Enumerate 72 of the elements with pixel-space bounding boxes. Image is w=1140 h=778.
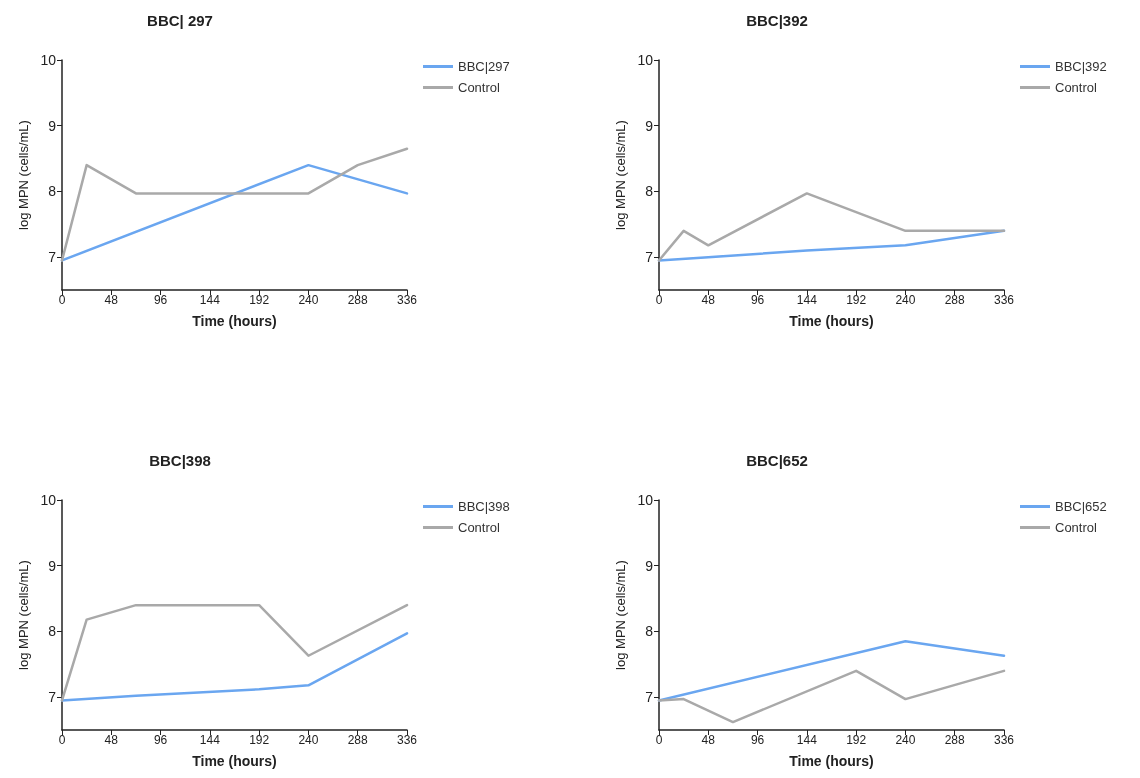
x-tick-label: 192 xyxy=(249,293,270,307)
legend-label: Control xyxy=(458,520,501,535)
x-tick-label: 48 xyxy=(701,293,716,307)
y-tick-label: 8 xyxy=(48,183,57,200)
x-tick-label: 48 xyxy=(104,733,119,747)
x-axis-title: Time (hours) xyxy=(192,313,277,329)
x-tick-label: 240 xyxy=(895,293,916,307)
x-tick-label: 288 xyxy=(347,733,369,747)
x-tick-label: 336 xyxy=(993,733,1015,747)
y-tick-label: 7 xyxy=(48,689,57,706)
line-series xyxy=(60,632,409,702)
x-tick-label: 240 xyxy=(298,733,319,747)
y-axis-title: log MPN (cells/mL) xyxy=(15,560,31,670)
x-tick-label: 336 xyxy=(396,733,418,747)
chart-title: BBC|398 xyxy=(149,452,211,469)
line-series xyxy=(657,192,1006,262)
legend-label: Control xyxy=(458,80,501,95)
x-tick-label: 144 xyxy=(796,733,818,747)
x-tick-label: 96 xyxy=(750,293,765,307)
x-tick-label: 144 xyxy=(796,293,818,307)
legend-label: BBC|392 xyxy=(1055,59,1107,74)
x-tick-label: 96 xyxy=(750,733,765,747)
y-tick-label: 9 xyxy=(48,557,57,574)
y-tick-label: 8 xyxy=(48,623,57,640)
y-axis-title: log MPN (cells/mL) xyxy=(612,560,628,670)
x-tick-label: 288 xyxy=(944,293,966,307)
y-axis-title: log MPN (cells/mL) xyxy=(612,120,628,230)
x-tick-label: 48 xyxy=(701,733,716,747)
x-tick-label: 96 xyxy=(153,733,168,747)
x-tick-label: 48 xyxy=(104,293,119,307)
x-tick-label: 288 xyxy=(347,293,369,307)
y-tick-label: 7 xyxy=(645,689,654,706)
x-tick-label: 96 xyxy=(153,293,168,307)
legend-label: BBC|297 xyxy=(458,59,510,74)
x-axis-title: Time (hours) xyxy=(789,313,874,329)
y-tick-label: 10 xyxy=(637,492,654,508)
y-tick-label: 7 xyxy=(48,249,57,266)
x-axis-title: Time (hours) xyxy=(192,753,277,769)
x-tick-label: 0 xyxy=(58,293,66,307)
x-tick-label: 240 xyxy=(298,293,319,307)
y-tick-label: 9 xyxy=(48,117,57,134)
chart-title: BBC|652 xyxy=(746,452,808,469)
x-tick-label: 0 xyxy=(58,733,66,747)
legend-label: Control xyxy=(1055,80,1098,95)
x-tick-label: 240 xyxy=(895,733,916,747)
chart-title: BBC| 297 xyxy=(147,12,213,29)
y-tick-label: 8 xyxy=(645,623,654,640)
x-tick-label: 0 xyxy=(655,293,663,307)
y-tick-label: 10 xyxy=(40,52,57,68)
x-tick-label: 192 xyxy=(846,733,867,747)
legend-label: BBC|652 xyxy=(1055,499,1107,514)
y-tick-label: 7 xyxy=(645,249,654,266)
x-axis-title: Time (hours) xyxy=(789,753,874,769)
x-tick-label: 144 xyxy=(199,733,221,747)
x-tick-label: 336 xyxy=(396,293,418,307)
chart-title: BBC|392 xyxy=(746,12,808,29)
x-tick-label: 192 xyxy=(846,293,867,307)
legend-label: BBC|398 xyxy=(458,499,510,514)
y-axis-title: log MPN (cells/mL) xyxy=(15,120,31,230)
x-tick-label: 0 xyxy=(655,733,663,747)
y-tick-label: 9 xyxy=(645,117,654,134)
y-tick-label: 10 xyxy=(637,52,654,68)
x-tick-label: 288 xyxy=(944,733,966,747)
x-tick-label: 192 xyxy=(249,733,270,747)
y-tick-label: 9 xyxy=(645,557,654,574)
line-series xyxy=(60,603,409,702)
x-tick-label: 336 xyxy=(993,293,1015,307)
legend-label: Control xyxy=(1055,520,1098,535)
line-series xyxy=(657,669,1006,724)
y-tick-label: 10 xyxy=(40,492,57,508)
x-tick-label: 144 xyxy=(199,293,221,307)
y-tick-label: 8 xyxy=(645,183,654,200)
